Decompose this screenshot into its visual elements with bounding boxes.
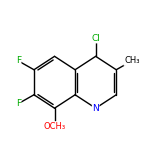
Text: F: F bbox=[16, 99, 21, 108]
Text: N: N bbox=[92, 104, 99, 113]
Text: CH₃: CH₃ bbox=[124, 56, 140, 66]
Text: F: F bbox=[16, 56, 21, 66]
Text: Cl: Cl bbox=[91, 34, 100, 43]
Text: OCH₃: OCH₃ bbox=[43, 122, 66, 131]
